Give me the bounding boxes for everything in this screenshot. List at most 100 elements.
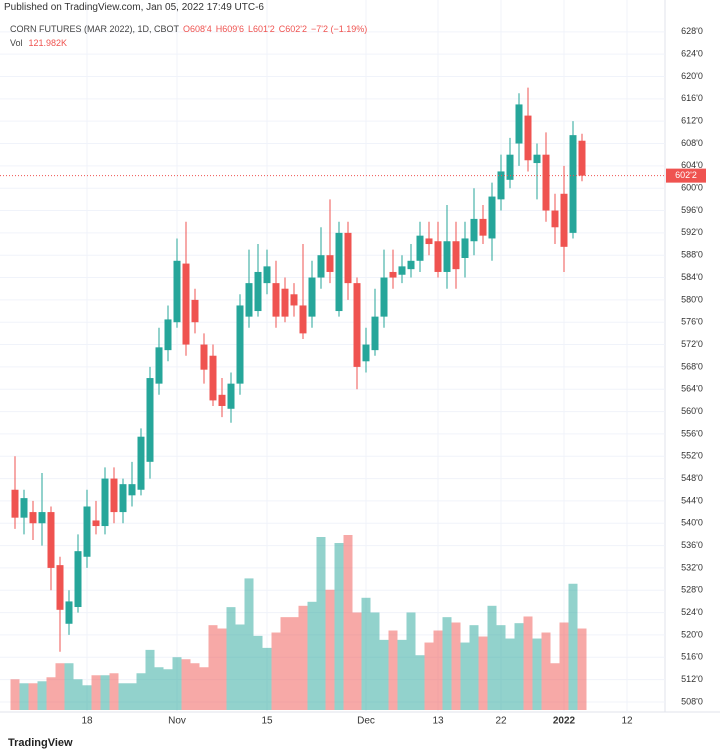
volume-bar [523, 616, 533, 710]
volume-bar [397, 639, 407, 710]
volume-bar [307, 601, 317, 710]
candle-body [398, 266, 406, 275]
candle-body [191, 299, 199, 323]
candle-layer [11, 87, 586, 652]
volume-bar [64, 663, 74, 710]
candle-body [326, 255, 334, 272]
candle-body [425, 238, 433, 245]
candle-body [506, 154, 514, 180]
volume-bar [100, 675, 110, 710]
y-tick-label: 612'0 [681, 116, 703, 126]
volume-bar [442, 617, 452, 710]
y-tick-label: 620'0 [681, 71, 703, 81]
volume-bar [352, 612, 362, 710]
candle-body [182, 263, 190, 345]
candle-body [38, 512, 46, 524]
x-tick-label: 18 [81, 716, 93, 727]
candle-body [461, 238, 469, 258]
volume-bar [541, 632, 551, 710]
published-note: Published on TradingView.com, Jan 05, 20… [4, 2, 264, 13]
y-tick-label: 540'0 [681, 518, 703, 528]
candle-body [65, 601, 73, 624]
candle-body [407, 260, 415, 270]
volume-bar [253, 635, 263, 710]
candle-body [317, 255, 325, 278]
volume-bar [550, 663, 560, 710]
volume-bar [433, 630, 443, 710]
symbol-title: CORN FUTURES (MAR 2022), 1D, CBOT [10, 24, 180, 34]
volume-bar [460, 642, 470, 710]
volume-bar [199, 667, 209, 710]
candle-body [344, 232, 352, 284]
volume-bar [370, 612, 380, 710]
candle-body [146, 378, 154, 462]
y-tick-label: 556'0 [681, 428, 703, 438]
candle-body [551, 210, 559, 228]
volume-bar [217, 628, 227, 710]
volume-bar [145, 649, 155, 710]
volume-bar [388, 630, 398, 710]
volume-bar [208, 625, 218, 710]
volume-bar [109, 673, 119, 710]
volume-bar [73, 679, 83, 710]
volume-bar [91, 675, 101, 710]
volume-bar [172, 657, 182, 710]
candle-body [353, 283, 361, 367]
candle-body [362, 344, 370, 362]
volume-legend: Vol 121.982K [10, 38, 67, 48]
y-tick-label: 572'0 [681, 339, 703, 349]
x-tick-label: 13 [432, 716, 444, 727]
candle-body [47, 512, 55, 568]
candle-body [227, 383, 235, 409]
volume-bar [46, 677, 56, 710]
y-tick-label: 588'0 [681, 250, 703, 260]
candle-body [209, 355, 217, 401]
candle-body [569, 135, 577, 233]
volume-bar [289, 617, 299, 710]
ohlc-change: −7'2 (−1.19%) [311, 24, 368, 34]
candle-body [299, 305, 307, 334]
candle-body [20, 498, 28, 518]
candle-body [488, 196, 496, 239]
volume-bar [181, 659, 191, 710]
volume-bar [55, 663, 65, 710]
brand: TradingView [8, 737, 73, 749]
volume-bar [451, 622, 461, 710]
volume-bar [487, 605, 497, 710]
y-tick-label: 524'0 [681, 607, 703, 617]
candle-body [263, 266, 271, 284]
y-tick-label: 516'0 [681, 652, 703, 662]
candle-body [173, 260, 181, 323]
last-price-box [666, 168, 706, 183]
volume-bar [154, 667, 164, 710]
y-tick-label: 596'0 [681, 205, 703, 215]
volume-bar [127, 683, 137, 710]
candle-body [416, 235, 424, 261]
candle-body [389, 271, 397, 278]
volume-bar [82, 685, 92, 710]
candle-body [434, 241, 442, 272]
y-tick-label: 616'0 [681, 93, 703, 103]
candle-body [110, 478, 118, 513]
volume-bar [235, 624, 245, 710]
candle-body [29, 512, 37, 524]
volume-bar [478, 636, 488, 710]
candle-body [56, 565, 64, 610]
volume-bar [280, 617, 290, 710]
y-tick-label: 624'0 [681, 49, 703, 59]
x-tick-label: Nov [168, 716, 186, 727]
volume-bar [271, 632, 281, 710]
candle-body [560, 193, 568, 247]
y-tick-label: 560'0 [681, 406, 703, 416]
y-tick-label: 536'0 [681, 540, 703, 550]
y-tick-label: 600'0 [681, 183, 703, 193]
candle-body [371, 316, 379, 351]
volume-bar [37, 681, 47, 710]
y-tick-label: 548'0 [681, 473, 703, 483]
candle-body [443, 241, 451, 272]
candle-body [308, 277, 316, 317]
candle-body [452, 241, 460, 270]
candle-body [200, 344, 208, 370]
candle-body [155, 347, 163, 384]
y-tick-label: 512'0 [681, 674, 703, 684]
